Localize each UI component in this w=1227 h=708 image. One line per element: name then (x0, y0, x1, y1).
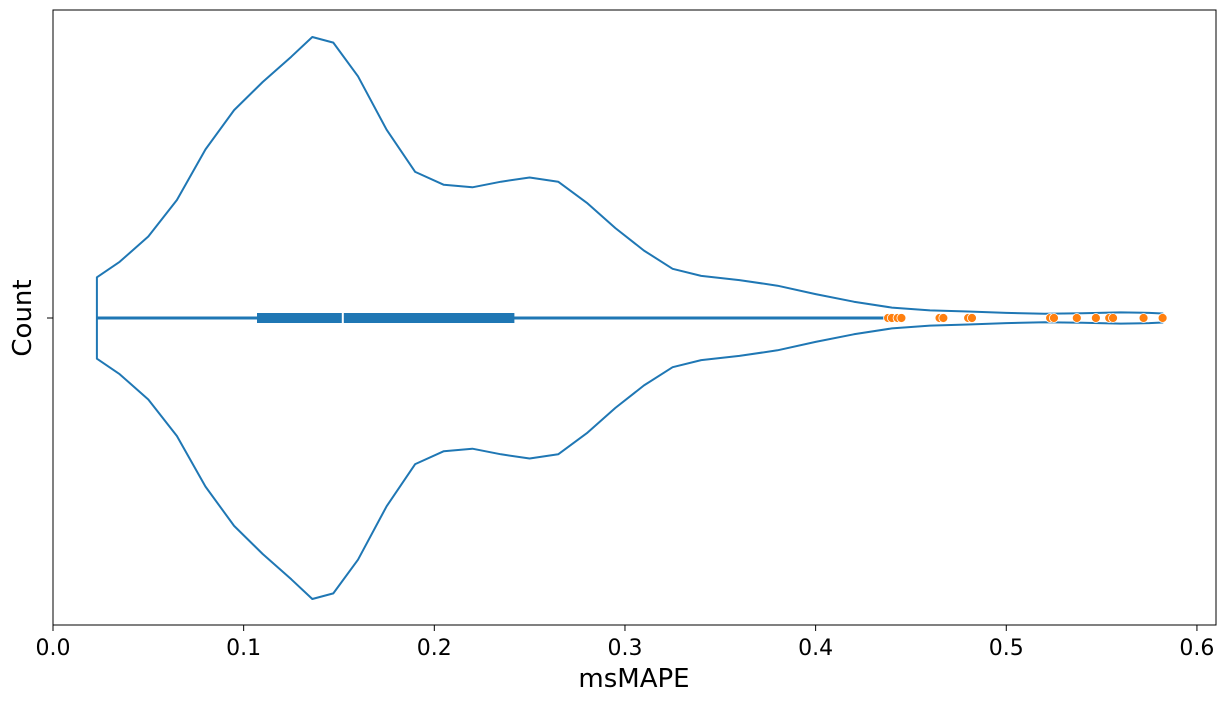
outlier-point (967, 313, 977, 323)
x-axis-label: msMAPE (578, 664, 689, 694)
outlier-point (1138, 313, 1149, 323)
outlier-point (938, 313, 949, 323)
outlier-point (896, 313, 907, 323)
outlier-point (1049, 313, 1059, 323)
x-tick-label: 0.5 (989, 636, 1024, 661)
violin-iqr-box (257, 313, 515, 323)
x-tick-label: 0.0 (36, 636, 71, 661)
outlier-point (1108, 313, 1118, 323)
y-axis-label: Count (8, 279, 38, 356)
x-tick-label: 0.2 (417, 636, 452, 661)
outlier-point (1071, 313, 1082, 323)
x-tick-label: 0.1 (226, 636, 261, 661)
outlier-point (1157, 313, 1168, 323)
x-tick-label: 0.3 (607, 636, 642, 661)
chart-axes: 0.0 0.1 0.2 0.3 0.4 0.5 0.6 (36, 317, 1214, 661)
x-tick-label: 0.6 (1179, 636, 1214, 661)
chart-marks (95, 36, 1168, 600)
x-tick-label: 0.4 (798, 636, 833, 661)
outlier-point (1090, 313, 1101, 323)
